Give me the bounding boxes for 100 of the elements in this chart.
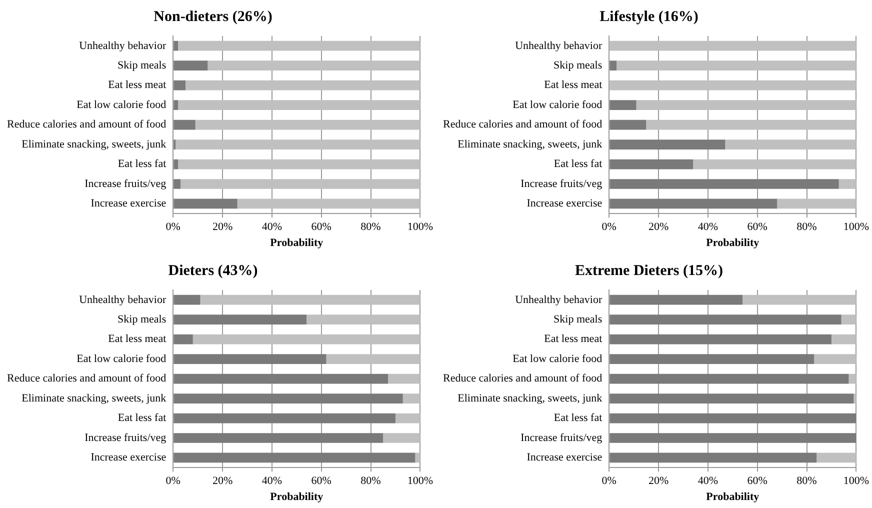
bar <box>174 413 396 424</box>
bar <box>610 80 856 90</box>
bar <box>610 140 726 150</box>
y-tick-label: Increase exercise <box>526 452 602 464</box>
y-tick-label: Increase exercise <box>90 452 166 464</box>
bar <box>610 100 636 110</box>
bar <box>174 80 186 90</box>
y-tick-label: Unhealthy behavior <box>79 294 166 306</box>
y-tick-label: Reduce calories and amount of food <box>443 372 603 385</box>
y-tick-label: Skip meals <box>554 313 602 326</box>
bar <box>610 452 817 463</box>
x-tick-label: 20% <box>212 475 233 488</box>
x-tick-label: 80% <box>360 221 381 234</box>
x-tick-label: 80% <box>360 475 381 488</box>
x-tick-label: 0% <box>166 475 180 488</box>
x-tick-label: 60% <box>747 475 768 488</box>
bar <box>174 374 388 384</box>
bar <box>200 294 420 305</box>
bar <box>610 159 694 170</box>
bar <box>174 120 196 130</box>
bar <box>610 179 839 189</box>
x-tick-label: 80% <box>796 475 817 488</box>
y-tick-label: Unhealthy behavior <box>79 40 166 52</box>
bar <box>174 198 238 209</box>
y-tick-label: Eat less meat <box>544 333 602 346</box>
y-tick-label: Increase fruits/veg <box>520 432 603 444</box>
y-tick-label: Reduce calories and amount of food <box>443 118 603 131</box>
x-tick-label: 60% <box>311 475 332 488</box>
y-tick-label: Reduce calories and amount of food <box>7 372 167 385</box>
bar <box>610 198 778 209</box>
x-tick-label: 20% <box>648 475 669 488</box>
bar <box>610 120 646 130</box>
bar <box>814 354 856 364</box>
bar <box>178 100 420 110</box>
bar <box>610 294 743 305</box>
bar <box>610 60 617 71</box>
x-tick-label: 0% <box>166 221 180 234</box>
bar <box>838 179 856 189</box>
x-tick-label: 40% <box>698 475 718 488</box>
y-tick-label: Eat low calorie food <box>76 352 167 365</box>
y-tick-label: Eliminate snacking, sweets, junk <box>22 138 167 150</box>
y-tick-label: Reduce calories and amount of food <box>7 118 167 131</box>
x-tick-label: 0% <box>602 221 616 234</box>
x-tick-label: 20% <box>212 221 233 234</box>
x-tick-label: 40% <box>698 221 718 234</box>
bar <box>174 100 178 110</box>
x-axis-title: Probability <box>270 491 324 504</box>
chart-title: Non-dieters (26%) <box>154 8 272 25</box>
bar <box>841 314 856 325</box>
bar <box>616 60 856 71</box>
bar <box>174 294 200 305</box>
y-tick-label: Eat low calorie food <box>512 352 603 365</box>
x-tick-label: 40% <box>262 221 282 234</box>
bar <box>636 100 856 110</box>
bar <box>180 179 420 189</box>
y-tick-label: Increase exercise <box>90 198 166 210</box>
bar <box>185 80 420 90</box>
bar <box>610 354 814 364</box>
bar <box>388 374 420 384</box>
y-tick-label: Increase fruits/veg <box>84 432 167 444</box>
y-tick-label: Skip meals <box>118 313 166 326</box>
bar <box>174 40 178 51</box>
y-tick-label: Eliminate snacking, sweets, junk <box>458 138 603 150</box>
bar <box>610 40 856 51</box>
bar <box>237 198 420 209</box>
bar <box>176 140 420 150</box>
bar <box>854 394 856 404</box>
chart-title: Extreme Dieters (15%) <box>575 262 723 279</box>
x-tick-label: 60% <box>311 221 332 234</box>
y-tick-label: Skip meals <box>118 59 166 72</box>
x-tick-label: 40% <box>262 475 282 488</box>
y-tick-label: Increase fruits/veg <box>520 178 603 190</box>
bar <box>174 60 208 71</box>
x-tick-label: 20% <box>648 221 669 234</box>
bar <box>402 394 420 404</box>
bar <box>610 394 854 404</box>
y-tick-label: Eat less fat <box>118 412 166 424</box>
x-tick-label: 100% <box>407 475 434 488</box>
x-axis-title: Probability <box>706 237 760 250</box>
y-tick-label: Unhealthy behavior <box>515 294 602 306</box>
bar <box>742 294 856 305</box>
y-tick-label: Eat low calorie food <box>76 98 167 111</box>
y-tick-label: Eat less meat <box>108 79 166 92</box>
y-tick-label: Eat less meat <box>108 333 166 346</box>
bar <box>178 159 420 170</box>
y-tick-label: Unhealthy behavior <box>515 40 602 52</box>
bar <box>174 334 193 344</box>
bar <box>610 314 842 325</box>
y-tick-label: Eat less meat <box>544 79 602 92</box>
bar <box>174 394 403 404</box>
bar <box>693 159 856 170</box>
x-axis-title: Probability <box>706 491 760 504</box>
bar <box>326 354 420 364</box>
bar <box>192 334 420 344</box>
bar <box>816 452 856 463</box>
bar <box>415 452 420 463</box>
bar <box>777 198 856 209</box>
bar <box>174 314 307 325</box>
x-tick-label: 100% <box>843 221 870 234</box>
bar <box>831 334 856 344</box>
